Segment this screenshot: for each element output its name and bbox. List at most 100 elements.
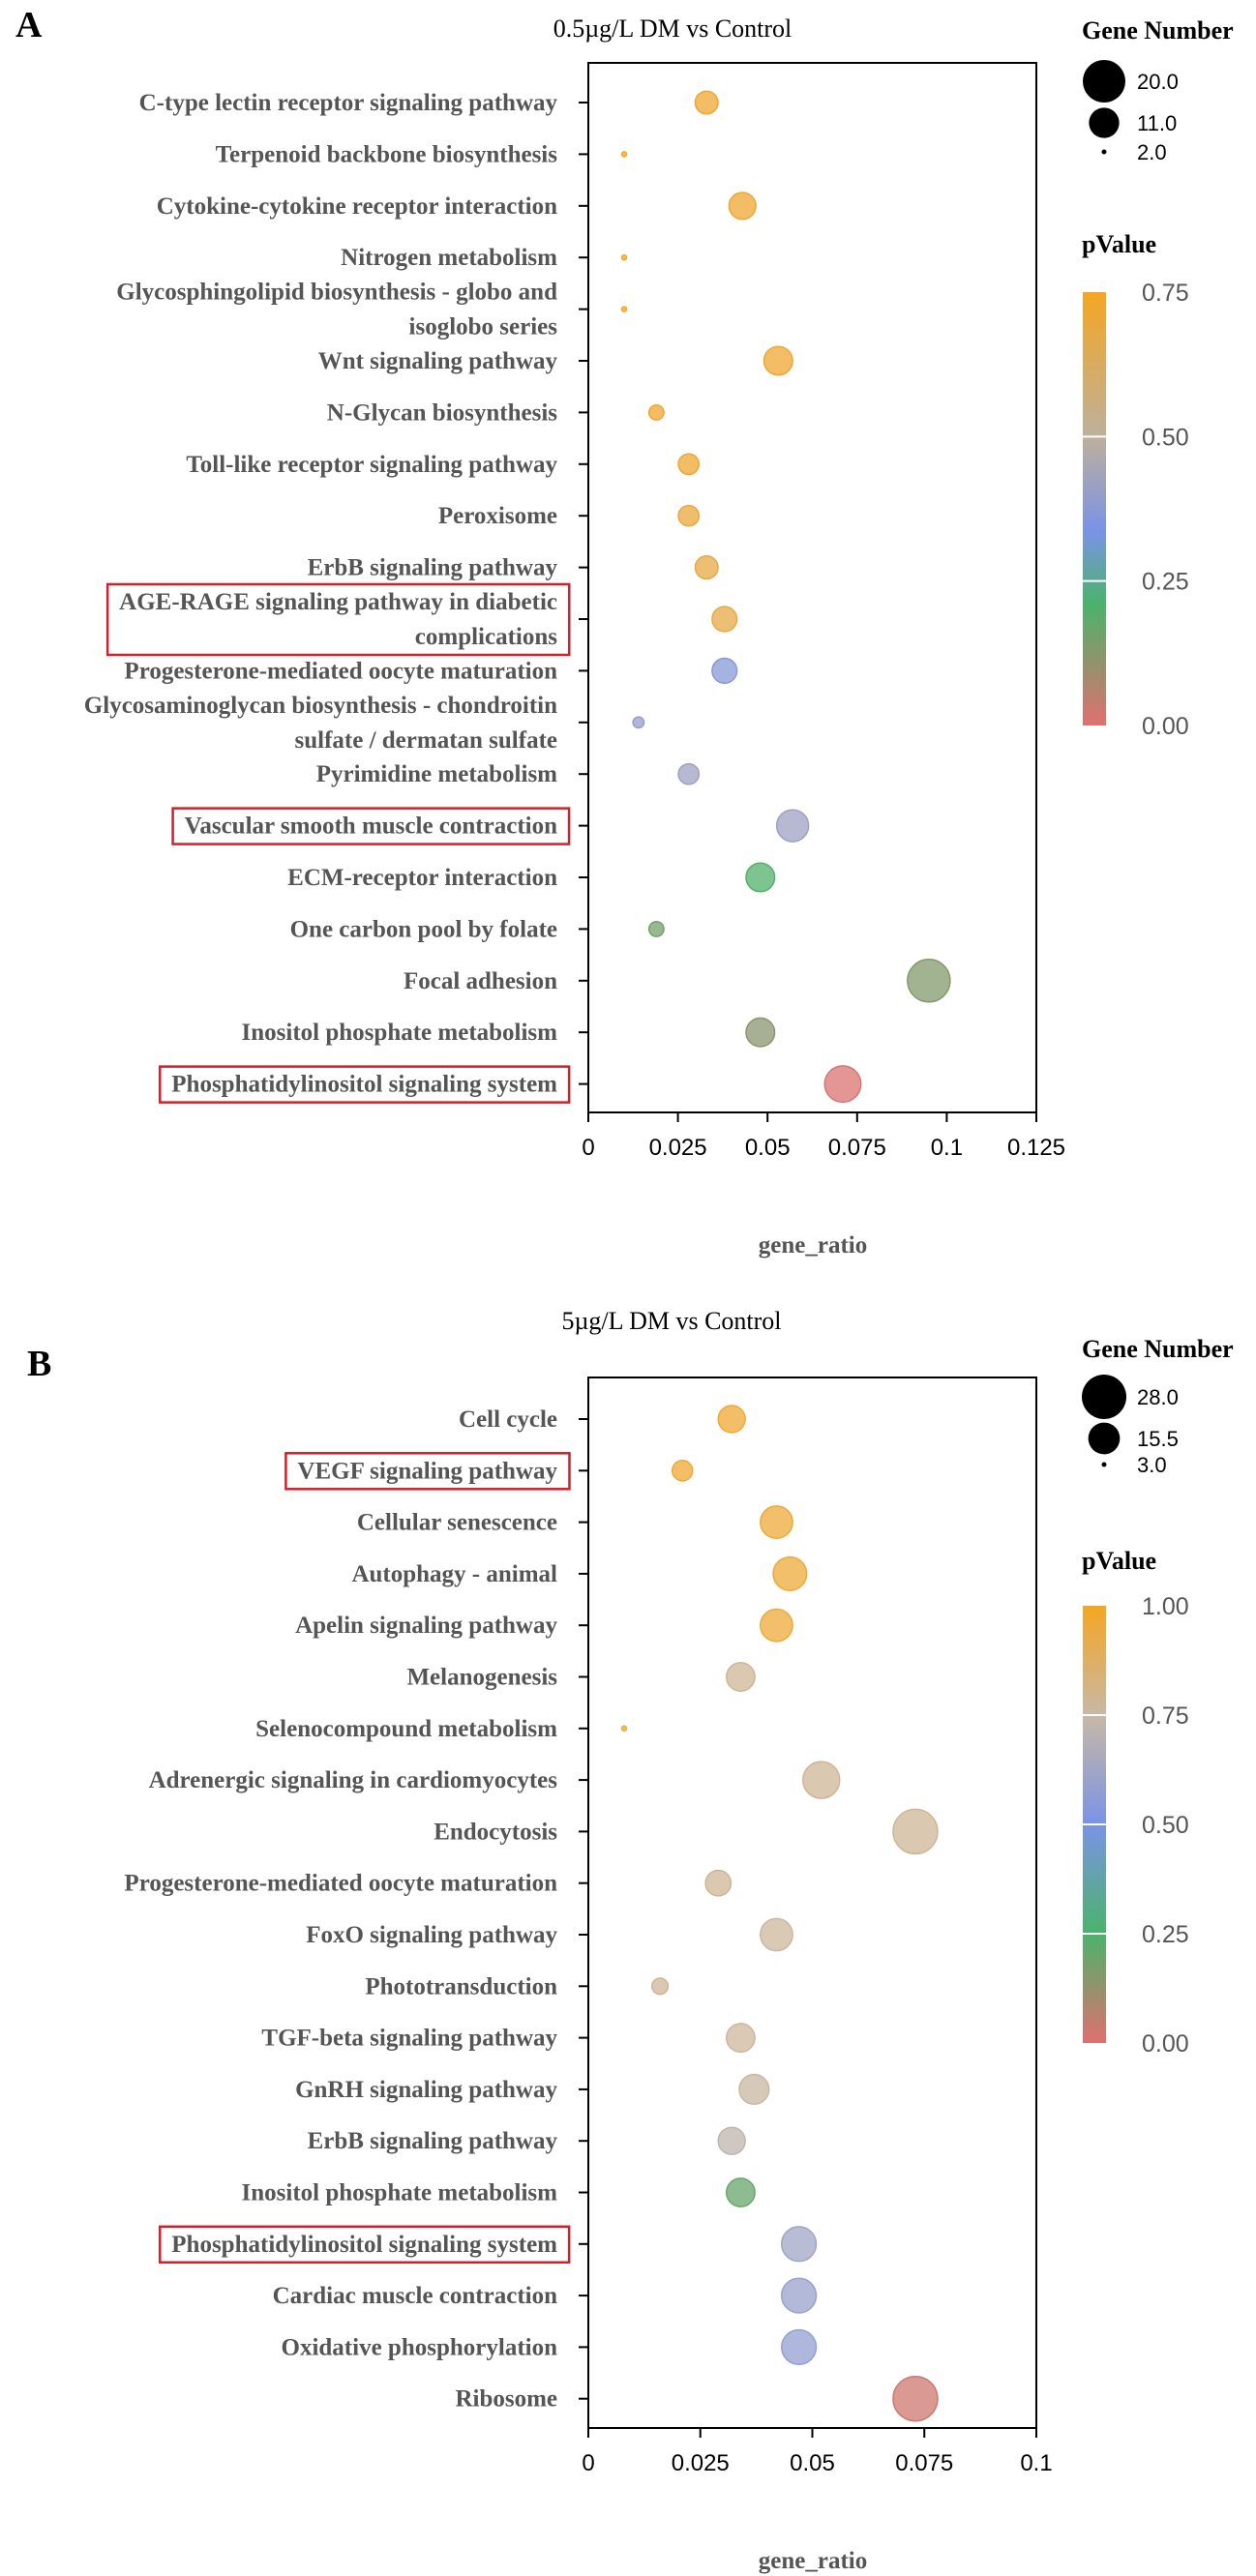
bubble-wnt-signaling-pathway[interactable] bbox=[763, 345, 793, 376]
pathway-label-one-carbon-pool-by-folate: One carbon pool by folate bbox=[290, 916, 557, 942]
color-legend-value: 0.25 bbox=[1142, 1921, 1189, 1948]
bubble-n-glycan-biosynthesis[interactable] bbox=[647, 403, 665, 421]
bubble-tgf-beta-signaling-pathway[interactable] bbox=[725, 2023, 756, 2054]
bubble-oxidative-phosphorylation[interactable] bbox=[780, 2328, 818, 2366]
pathway-label-adrenergic-signaling-in-cardiomyocytes: Adrenergic signaling in cardiomyocytes bbox=[149, 1767, 558, 1793]
size-legend-value: 3.0 bbox=[1137, 1453, 1167, 1477]
pathway-label-foxo-signaling-pathway: FoxO signaling pathway bbox=[306, 1922, 557, 1948]
size-legend-value: 2.0 bbox=[1137, 140, 1167, 164]
bubble-apelin-signaling-pathway[interactable] bbox=[760, 1608, 793, 1643]
pathway-label-peroxisome: Peroxisome bbox=[438, 503, 557, 529]
bubble-pyrimidine-metabolism[interactable] bbox=[677, 762, 701, 785]
x-tick-label: 0.1 bbox=[1020, 2450, 1052, 2476]
pathway-label-nitrogen-metabolism: Nitrogen metabolism bbox=[341, 245, 557, 271]
panel-a-color-bar bbox=[1083, 292, 1106, 725]
bubble-glycosphingolipid-biosynthesis-globo-and-isoglobo-series[interactable] bbox=[620, 306, 628, 312]
size-legend-value: 20.0 bbox=[1137, 70, 1179, 94]
bubble-erbb-signaling-pathway[interactable] bbox=[694, 555, 719, 580]
pathway-label-erbb-signaling-pathway: ErbB signaling pathway bbox=[308, 2128, 558, 2154]
bubble-peroxisome[interactable] bbox=[677, 504, 701, 527]
color-legend-value: 0.00 bbox=[1142, 713, 1189, 740]
panel-b-x-axis: 0 0.025 0.05 0.075 0.1 bbox=[582, 2428, 1053, 2476]
bubble-terpenoid-backbone-biosynthesis[interactable] bbox=[620, 151, 628, 158]
bubble-phototransduction[interactable] bbox=[651, 1977, 670, 1996]
bubble-gnrh-signaling-pathway[interactable] bbox=[738, 2073, 770, 2106]
panel-a-letter: A bbox=[15, 5, 43, 45]
size-legend-dot bbox=[1101, 149, 1107, 155]
bubble-focal-adhesion[interactable] bbox=[907, 959, 951, 1003]
size-legend-value: 11.0 bbox=[1137, 111, 1177, 135]
pathway-label-cellular-senescence: Cellular senescence bbox=[357, 1510, 557, 1536]
x-tick-label: 0.075 bbox=[828, 1135, 886, 1161]
bubble-age-rage-signaling-pathway-in-diabetic-complications[interactable] bbox=[711, 606, 738, 633]
bubble-vascular-smooth-muscle-contraction[interactable] bbox=[775, 809, 810, 843]
bubble-cytokine-cytokine-receptor-interaction[interactable] bbox=[728, 192, 757, 221]
panel-a-title: 0.5µg/L DM vs Control bbox=[553, 15, 792, 43]
bubble-c-type-lectin-receptor-signaling-pathway[interactable] bbox=[694, 90, 719, 115]
pathway-label-tgf-beta-signaling-pathway: TGF-beta signaling pathway bbox=[261, 2026, 557, 2052]
bubble-inositol-phosphate-metabolism[interactable] bbox=[745, 1017, 776, 1048]
highlight-box-phosphatidylinositol-signaling-system bbox=[159, 2225, 571, 2265]
bubble-phosphatidylinositol-signaling-system[interactable] bbox=[823, 1065, 862, 1104]
pathway-label-vascular-smooth-muscle-contraction: Vascular smooth muscle contraction bbox=[185, 814, 557, 840]
panel-b-color-legend: pValue 1.00 0.75 0.50 0.25 0.00 bbox=[1082, 1547, 1189, 2058]
bubble-one-carbon-pool-by-folate[interactable] bbox=[647, 920, 665, 937]
bubble-ecm-receptor-interaction[interactable] bbox=[745, 862, 776, 893]
pathway-label-pyrimidine-metabolism: Pyrimidine metabolism bbox=[316, 761, 557, 787]
panel-b-x-axis-label: gene_ratio bbox=[759, 2548, 867, 2574]
pathway-label-glycosaminoglycan-biosynthesis-chondroitin-sulfate-dermatan-sulfate: Glycosaminoglycan biosynthesis - chondro… bbox=[84, 693, 557, 754]
bubble-selenocompound-metabolism[interactable] bbox=[620, 1725, 628, 1732]
pathway-label-glycosphingolipid-biosynthesis-globo-and-isoglobo-series: Glycosphingolipid biosynthesis - globo a… bbox=[116, 280, 557, 341]
x-tick-label: 0 bbox=[582, 1135, 594, 1161]
x-tick-label: 0.125 bbox=[1007, 1135, 1065, 1161]
size-legend-dot bbox=[1088, 1422, 1121, 1455]
pathway-label-ecm-receptor-interaction: ECM-receptor interaction bbox=[287, 865, 557, 891]
x-tick-label: 0.075 bbox=[895, 2450, 953, 2476]
bubble-endocytosis[interactable] bbox=[892, 1808, 939, 1855]
highlight-box-phosphatidylinositol-signaling-system bbox=[159, 1065, 571, 1104]
pathway-label-autophagy-animal: Autophagy - animal bbox=[351, 1561, 557, 1587]
pathway-label-ribosome: Ribosome bbox=[455, 2386, 557, 2413]
panel-b-pathway-labels: Cell cycle VEGF signaling pathway Cellular… bbox=[124, 1406, 557, 2413]
pathway-label-terpenoid-backbone-biosynthesis: Terpenoid backbone biosynthesis bbox=[216, 141, 558, 167]
bubble-cellular-senescence[interactable] bbox=[760, 1505, 793, 1540]
panel-a-color-legend: pValue 0.75 0.50 0.25 0.00 bbox=[1082, 230, 1189, 740]
bubble-ribosome[interactable] bbox=[892, 2375, 939, 2422]
color-legend-value: 1.00 bbox=[1142, 1593, 1189, 1620]
panel-b-size-legend-title: Gene Number bbox=[1082, 1335, 1234, 1363]
bubble-progesterone-mediated-oocyte-maturation[interactable] bbox=[711, 657, 738, 685]
bubble-nitrogen-metabolism[interactable] bbox=[620, 253, 628, 261]
pathway-label-melanogenesis: Melanogenesis bbox=[406, 1665, 557, 1691]
bubble-progesterone-mediated-oocyte-maturation[interactable] bbox=[704, 1869, 733, 1897]
panel-b-title: 5µg/L DM vs Control bbox=[561, 1307, 781, 1335]
bubble-phosphatidylinositol-signaling-system[interactable] bbox=[780, 2226, 818, 2263]
pathway-label-n-glycan-biosynthesis: N-Glycan biosynthesis bbox=[327, 400, 558, 426]
bubble-foxo-signaling-pathway[interactable] bbox=[760, 1917, 793, 1952]
bubble-vegf-signaling-pathway[interactable] bbox=[671, 1460, 694, 1482]
pathway-label-inositol-phosphate-metabolism: Inositol phosphate metabolism bbox=[242, 2180, 558, 2206]
bubble-toll-like-receptor-signaling-pathway[interactable] bbox=[677, 453, 701, 476]
panel-a: A 0.5µg/L DM vs Control C-type lectin re… bbox=[15, 5, 1234, 1258]
bubble-adrenergic-signaling-in-cardiomyocytes[interactable] bbox=[801, 1761, 841, 1799]
panel-a-size-legend-title: Gene Number bbox=[1082, 16, 1234, 44]
bubble-erbb-signaling-pathway[interactable] bbox=[717, 2126, 746, 2155]
size-legend-value: 28.0 bbox=[1137, 1385, 1179, 1409]
color-legend-value: 0.75 bbox=[1142, 280, 1189, 307]
highlight-box-age-rage-signaling-pathway-in-diabetic-complications bbox=[105, 582, 571, 657]
size-legend-value: 15.5 bbox=[1137, 1427, 1179, 1451]
bubble-cardiac-muscle-contraction[interactable] bbox=[780, 2277, 818, 2314]
bubble-inositol-phosphate-metabolism[interactable] bbox=[725, 2177, 756, 2207]
pathway-label-age-rage-signaling-pathway-in-diabetic-complications: AGE-RAGE signaling pathway in diabetic co… bbox=[119, 589, 557, 650]
pathway-label-focal-adhesion: Focal adhesion bbox=[404, 968, 557, 994]
pathway-label-progesterone-mediated-oocyte-maturation: Progesterone-mediated oocyte maturation bbox=[124, 658, 557, 684]
x-tick-label: 0 bbox=[582, 2450, 594, 2476]
panel-a-plot-frame bbox=[587, 62, 1037, 1113]
bubble-glycosaminoglycan-biosynthesis-chondroitin-sulfate-dermatan-sulfate[interactable] bbox=[632, 716, 645, 729]
color-legend-value: 0.50 bbox=[1142, 424, 1189, 451]
bubble-cell-cycle[interactable] bbox=[717, 1405, 746, 1434]
bubble-melanogenesis[interactable] bbox=[725, 1662, 756, 1692]
pathway-label-phosphatidylinositol-signaling-system: Phosphatidylinositol signaling system bbox=[171, 2232, 557, 2258]
pathway-label-cytokine-cytokine-receptor-interaction: Cytokine-cytokine receptor interaction bbox=[157, 193, 557, 220]
pathway-label-phosphatidylinositol-signaling-system: Phosphatidylinositol signaling system bbox=[171, 1072, 557, 1098]
bubble-autophagy-animal[interactable] bbox=[772, 1555, 808, 1591]
